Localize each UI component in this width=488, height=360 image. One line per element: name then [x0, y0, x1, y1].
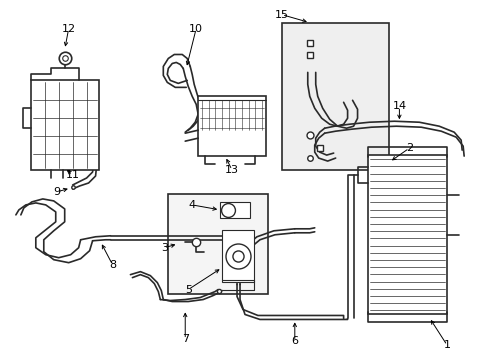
Text: 5: 5 [184, 284, 191, 294]
Bar [168, 194, 267, 293]
Text: 3: 3 [161, 243, 167, 253]
Text: 10: 10 [189, 24, 203, 33]
Bar [198, 96, 265, 156]
Bar [367, 155, 447, 315]
Text: 15: 15 [274, 10, 288, 20]
Text: 13: 13 [224, 165, 239, 175]
Text: 12: 12 [61, 24, 76, 33]
Text: 8: 8 [109, 260, 116, 270]
Text: 6: 6 [291, 336, 298, 346]
Bar [222, 230, 253, 282]
Text: 9: 9 [53, 187, 60, 197]
Text: 7: 7 [182, 334, 188, 345]
Bar [31, 80, 99, 170]
Text: 11: 11 [65, 170, 80, 180]
Text: 2: 2 [405, 143, 412, 153]
Bar [220, 202, 249, 218]
Text: 1: 1 [443, 340, 450, 350]
Bar [281, 23, 388, 170]
Text: 4: 4 [188, 200, 195, 210]
Text: 14: 14 [391, 101, 406, 111]
